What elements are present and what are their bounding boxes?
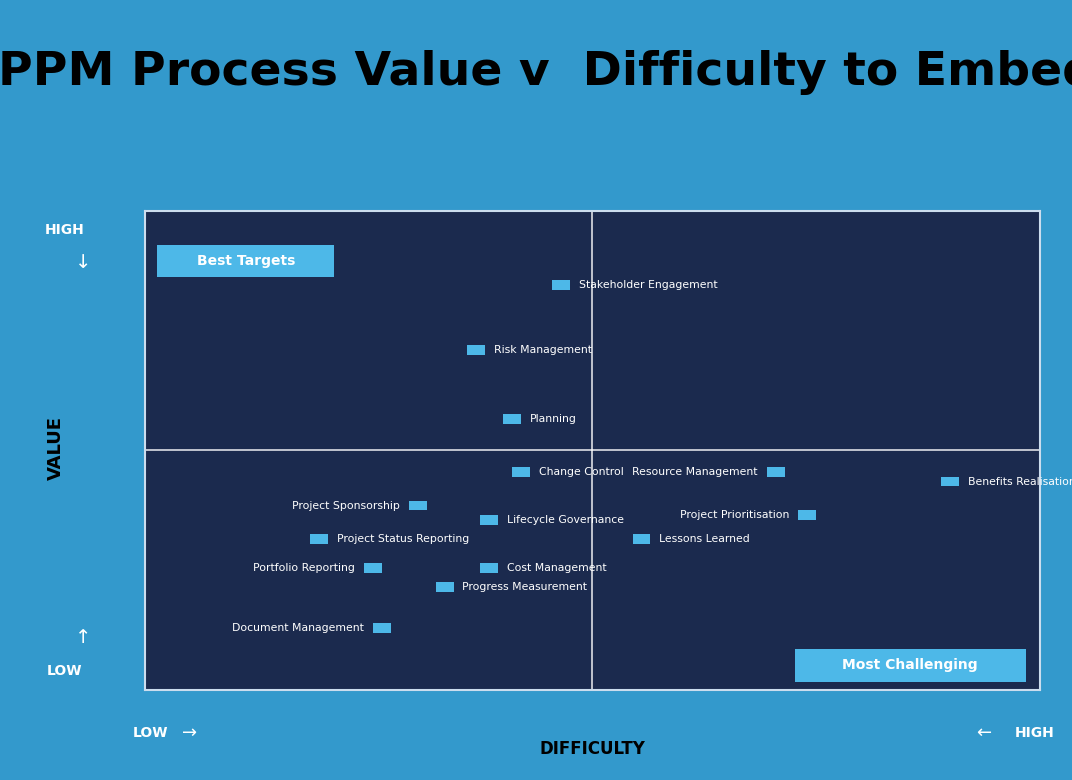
FancyBboxPatch shape bbox=[158, 245, 334, 277]
FancyBboxPatch shape bbox=[480, 563, 498, 573]
Text: ↑: ↑ bbox=[75, 629, 92, 647]
Text: Change Control: Change Control bbox=[538, 467, 623, 477]
Text: ↓: ↓ bbox=[75, 254, 92, 272]
Text: LOW: LOW bbox=[132, 726, 168, 740]
Text: Lifecycle Governance: Lifecycle Governance bbox=[507, 515, 624, 525]
Text: HIGH: HIGH bbox=[44, 223, 85, 237]
FancyBboxPatch shape bbox=[408, 501, 427, 510]
FancyBboxPatch shape bbox=[766, 467, 785, 477]
FancyBboxPatch shape bbox=[552, 280, 570, 289]
FancyBboxPatch shape bbox=[373, 623, 391, 633]
FancyBboxPatch shape bbox=[364, 563, 382, 573]
Text: PPM Process Value v  Difficulty to Embed: PPM Process Value v Difficulty to Embed bbox=[0, 50, 1072, 94]
Text: →: → bbox=[182, 724, 197, 743]
Text: Lessons Learned: Lessons Learned bbox=[659, 534, 750, 544]
Text: Resource Management: Resource Management bbox=[632, 467, 758, 477]
Text: Document Management: Document Management bbox=[233, 623, 364, 633]
Text: LOW: LOW bbox=[46, 664, 83, 678]
Text: Cost Management: Cost Management bbox=[507, 563, 607, 573]
Text: Risk Management: Risk Management bbox=[494, 345, 592, 355]
FancyBboxPatch shape bbox=[799, 510, 816, 520]
Text: Benefits Realisation: Benefits Realisation bbox=[968, 477, 1072, 487]
Text: Progress Measurement: Progress Measurement bbox=[462, 582, 587, 592]
Text: Best Targets: Best Targets bbox=[196, 254, 295, 268]
FancyBboxPatch shape bbox=[467, 345, 485, 354]
FancyBboxPatch shape bbox=[310, 534, 328, 544]
Text: Project Status Reporting: Project Status Reporting bbox=[338, 534, 470, 544]
FancyBboxPatch shape bbox=[511, 467, 530, 477]
Text: Project Sponsorship: Project Sponsorship bbox=[292, 501, 400, 511]
Text: VALUE: VALUE bbox=[47, 417, 65, 480]
Text: HIGH: HIGH bbox=[1014, 726, 1055, 740]
Text: Planning: Planning bbox=[530, 414, 577, 424]
Text: Project Prioritisation: Project Prioritisation bbox=[680, 510, 789, 520]
Text: Most Challenging: Most Challenging bbox=[843, 658, 978, 672]
Text: Stakeholder Engagement: Stakeholder Engagement bbox=[579, 280, 717, 290]
FancyBboxPatch shape bbox=[632, 534, 651, 544]
FancyBboxPatch shape bbox=[794, 649, 1026, 682]
FancyBboxPatch shape bbox=[435, 583, 453, 592]
FancyBboxPatch shape bbox=[941, 477, 959, 487]
FancyBboxPatch shape bbox=[503, 414, 521, 424]
Text: Portfolio Reporting: Portfolio Reporting bbox=[253, 563, 355, 573]
Text: DIFFICULTY: DIFFICULTY bbox=[539, 740, 645, 758]
FancyBboxPatch shape bbox=[480, 516, 498, 525]
Text: ←: ← bbox=[977, 724, 992, 743]
